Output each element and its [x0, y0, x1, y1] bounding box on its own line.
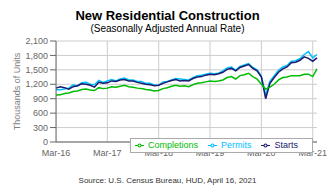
svg-text:1,500: 1,500	[25, 65, 48, 75]
svg-text:1,200: 1,200	[25, 79, 48, 89]
svg-text:900: 900	[33, 94, 48, 104]
html-text:Completions: Completions	[147, 140, 198, 150]
html-text:(Seasonally Adjusted Annual Ra: (Seasonally Adjusted Annual Rate)	[90, 23, 245, 34]
html-text:Permits: Permits	[221, 140, 252, 150]
svg-text:Mar-19: Mar-19	[196, 148, 225, 158]
svg-text:1,800: 1,800	[25, 51, 48, 61]
svg-text:Mar-17: Mar-17	[93, 148, 122, 158]
svg-text:Mar-18: Mar-18	[144, 148, 173, 158]
svg-text:Mar-21: Mar-21	[298, 148, 327, 158]
svg-text:Thousands of Units: Thousands of Units	[12, 52, 22, 130]
svg-text:300: 300	[33, 123, 48, 133]
svg-text:Mar-16: Mar-16	[42, 148, 71, 158]
svg-text:Mar-20: Mar-20	[247, 148, 276, 158]
svg-text:600: 600	[33, 108, 48, 118]
html-text:Starts: Starts	[274, 140, 298, 150]
svg-text:2,100: 2,100	[25, 36, 48, 46]
html-text:New Residential Construction: New Residential Construction	[75, 8, 260, 23]
html-text:Source: U.S. Census Bureau, HU: Source: U.S. Census Bureau, HUD, April 1…	[78, 176, 257, 185]
svg-text:0: 0	[43, 137, 48, 147]
